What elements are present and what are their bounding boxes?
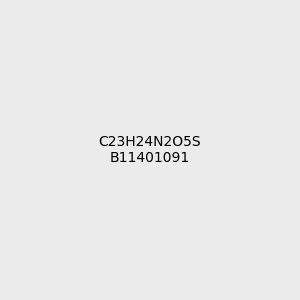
Text: C23H24N2O5S
B11401091: C23H24N2O5S B11401091 (99, 135, 201, 165)
